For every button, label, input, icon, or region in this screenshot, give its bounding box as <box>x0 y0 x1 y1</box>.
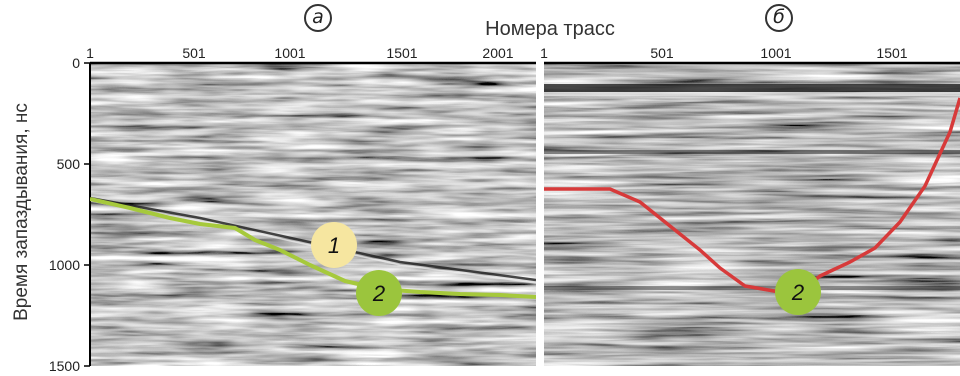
marker-1-a: 1 <box>311 222 357 268</box>
horizon-line-a <box>90 197 536 299</box>
y-tick-1000: 1000 <box>48 257 80 273</box>
x-axis-title: Номера трасс <box>485 18 615 40</box>
marker-2-a: 2 <box>356 270 402 316</box>
x-tick-a-501: 501 <box>182 45 206 61</box>
y-tick-1500: 1500 <box>48 358 80 374</box>
x-tick-b-1: 1 <box>540 45 548 61</box>
y-tick-500: 500 <box>56 156 80 172</box>
x-tick-b-501: 501 <box>650 45 674 61</box>
svg-text:2: 2 <box>372 281 385 306</box>
svg-text:2: 2 <box>791 280 804 305</box>
svg-text:1: 1 <box>328 233 340 258</box>
x-tick-a-1501: 1501 <box>386 45 418 61</box>
radargram-panel-a <box>90 63 536 366</box>
y-tick-0: 0 <box>72 55 80 71</box>
x-tick-a-1001: 1001 <box>274 45 306 61</box>
x-tick-a-1: 1 <box>86 45 94 61</box>
x-tick-b-1501: 1501 <box>876 45 908 61</box>
x-tick-a-2001: 2001 <box>482 45 514 61</box>
panel-b-letter: б <box>765 4 793 32</box>
marker-2-b: 2 <box>775 269 821 315</box>
panel-a-letter: а <box>304 4 332 32</box>
x-tick-b-1001: 1001 <box>760 45 792 61</box>
radargram-panel-b <box>544 63 960 366</box>
y-tick-marks <box>84 62 90 367</box>
